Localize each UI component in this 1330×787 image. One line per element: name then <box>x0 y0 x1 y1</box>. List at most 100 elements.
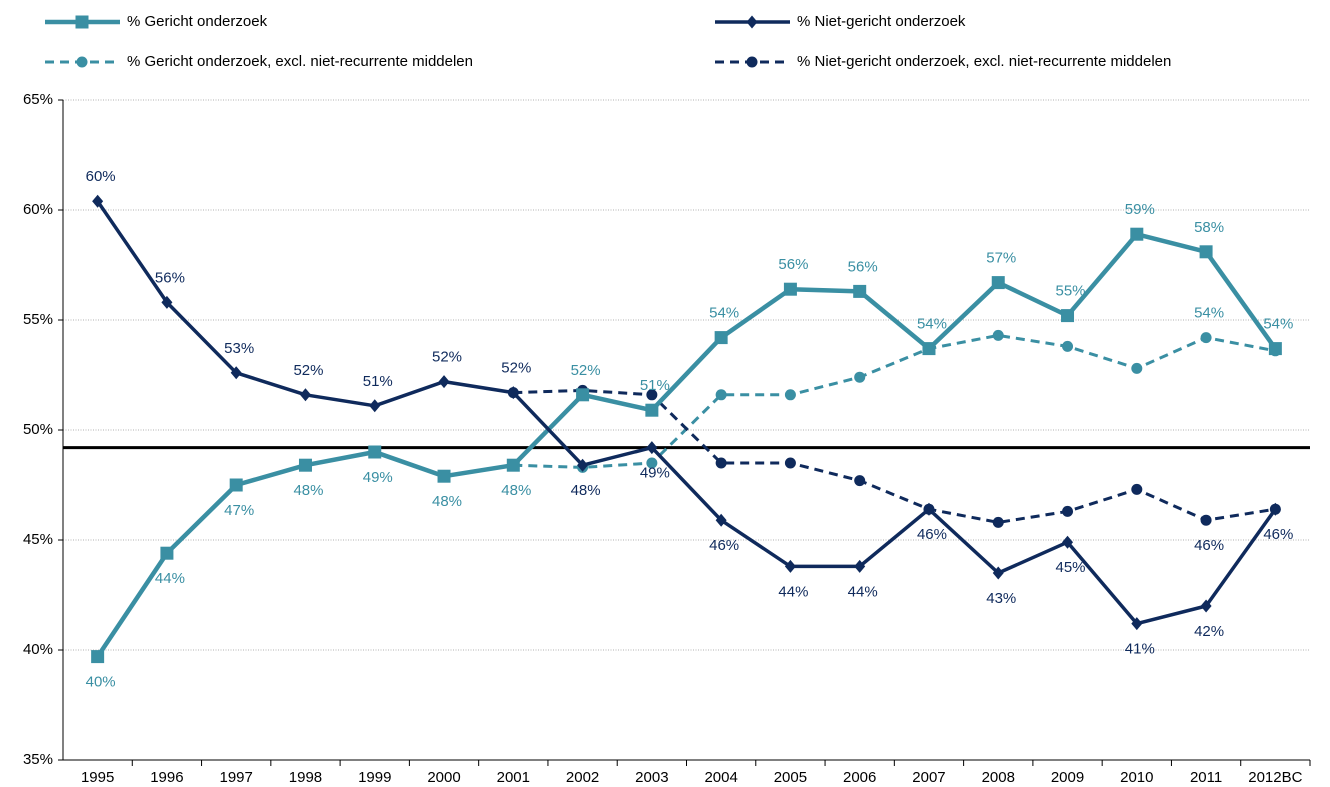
x-tick-label: 1999 <box>358 769 391 786</box>
x-tick-label: 2012BC <box>1248 769 1302 786</box>
data-point <box>368 445 382 459</box>
data-label: 46% <box>1194 537 1224 554</box>
data-point <box>1131 362 1143 374</box>
x-tick-label: 2007 <box>912 769 945 786</box>
data-label: 53% <box>224 340 254 357</box>
legend-marker <box>76 56 88 68</box>
data-label: 54% <box>1263 316 1293 333</box>
data-point <box>507 386 519 400</box>
y-tick-label: 35% <box>23 751 53 768</box>
data-point <box>715 389 727 401</box>
x-tick-label: 2006 <box>843 769 876 786</box>
data-label: 47% <box>224 502 254 519</box>
data-label: 58% <box>1194 219 1224 236</box>
legend-marker <box>746 56 758 68</box>
data-label: 52% <box>571 362 601 379</box>
data-point <box>854 559 866 573</box>
data-point <box>645 403 659 417</box>
data-label: 48% <box>432 493 462 510</box>
data-label: 59% <box>1125 201 1155 218</box>
data-label: 49% <box>363 469 393 486</box>
data-point <box>783 282 797 296</box>
x-tick-label: 2000 <box>427 769 460 786</box>
data-label: 54% <box>917 316 947 333</box>
data-label: 46% <box>709 537 739 554</box>
data-label: 52% <box>501 360 531 377</box>
series-line <box>513 388 1276 524</box>
data-point <box>992 566 1004 580</box>
x-tick-label: 2011 <box>1190 769 1222 786</box>
data-label: 52% <box>432 349 462 366</box>
data-point <box>854 371 866 383</box>
data-label: 52% <box>293 362 323 379</box>
data-point <box>1200 332 1212 344</box>
data-point <box>1062 505 1074 517</box>
data-point <box>854 475 866 487</box>
y-tick-label: 50% <box>23 421 53 438</box>
data-point <box>576 388 590 402</box>
data-point <box>438 375 450 389</box>
data-point <box>1130 227 1144 241</box>
data-point <box>91 650 105 664</box>
data-point <box>923 502 935 516</box>
data-label: 48% <box>571 482 601 499</box>
data-point <box>784 559 796 573</box>
data-point <box>1131 483 1143 495</box>
data-label: 45% <box>1056 559 1086 576</box>
data-point <box>437 469 451 483</box>
legend-label: % Niet-gericht onderzoek <box>797 13 966 30</box>
data-label: 42% <box>1194 623 1224 640</box>
data-label: 43% <box>986 590 1016 607</box>
data-point <box>715 513 727 527</box>
legend-label: % Gericht onderzoek <box>127 13 268 30</box>
data-label: 46% <box>917 526 947 543</box>
legend-label: % Gericht onderzoek, excl. niet-recurren… <box>127 53 473 70</box>
data-point <box>715 457 727 469</box>
data-label: 54% <box>1194 305 1224 322</box>
data-label: 54% <box>709 305 739 322</box>
data-point <box>506 458 520 472</box>
data-label: 49% <box>640 465 670 482</box>
x-tick-label: 2001 <box>497 769 530 786</box>
series-line <box>513 333 1276 469</box>
data-point <box>1200 514 1212 526</box>
x-tick-label: 2002 <box>566 769 599 786</box>
x-tick-label: 2004 <box>704 769 737 786</box>
data-label: 56% <box>155 269 185 286</box>
x-tick-label: 2010 <box>1120 769 1153 786</box>
x-tick-label: 1998 <box>289 769 322 786</box>
data-label: 46% <box>1263 526 1293 543</box>
data-label: 60% <box>86 168 116 185</box>
x-tick-label: 1996 <box>150 769 183 786</box>
data-label: 51% <box>363 373 393 390</box>
data-point <box>784 457 796 469</box>
data-point <box>646 457 658 469</box>
y-tick-label: 65% <box>23 91 53 108</box>
data-point <box>92 194 104 208</box>
legend-marker <box>75 15 89 29</box>
x-tick-label: 1995 <box>81 769 114 786</box>
data-point <box>230 366 242 380</box>
series-line <box>96 200 1277 626</box>
data-point <box>229 478 243 492</box>
data-point <box>646 441 658 455</box>
data-point <box>784 389 796 401</box>
data-point <box>1131 617 1143 631</box>
data-label: 44% <box>778 583 808 600</box>
data-point <box>1268 342 1282 356</box>
x-tick-label: 2005 <box>774 769 807 786</box>
data-point <box>1062 340 1074 352</box>
data-label: 51% <box>640 377 670 394</box>
data-point <box>992 516 1004 528</box>
y-tick-label: 45% <box>23 531 53 548</box>
data-point <box>714 331 728 345</box>
data-label: 48% <box>501 482 531 499</box>
data-point <box>1062 535 1074 549</box>
data-point <box>161 295 173 309</box>
legend-marker <box>746 15 758 29</box>
series-line <box>95 231 1278 658</box>
data-point <box>1200 599 1212 613</box>
data-point <box>991 276 1005 290</box>
data-point <box>1199 245 1213 259</box>
